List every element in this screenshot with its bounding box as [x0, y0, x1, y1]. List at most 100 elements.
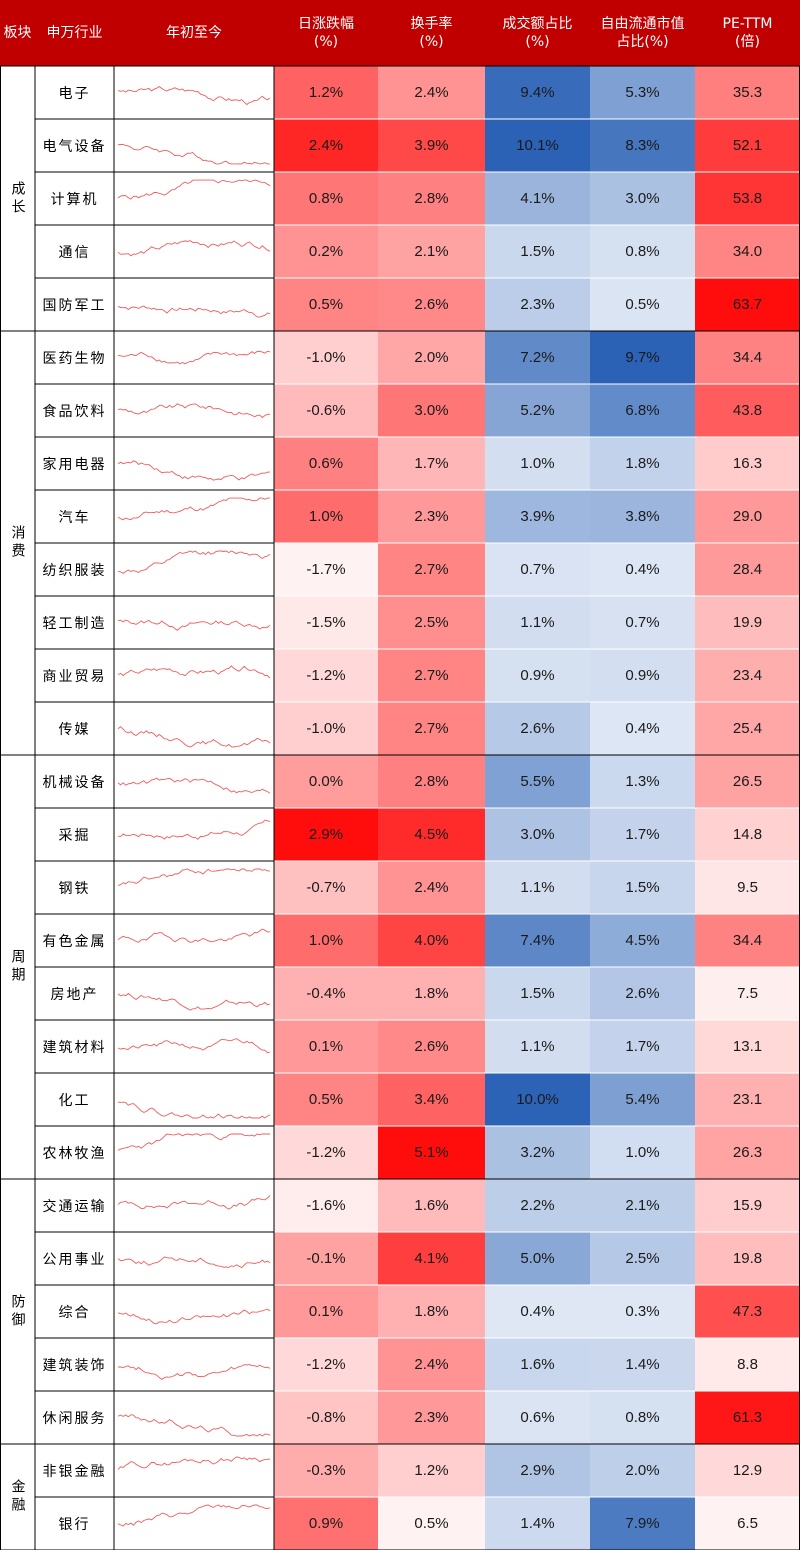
cell-mcap: 5.4%	[590, 1073, 695, 1126]
industry-name: 机械设备	[42, 774, 107, 791]
cell-mcap: 2.1%	[590, 1179, 695, 1232]
ytd-sparkline	[117, 928, 271, 943]
cell-mcap: 1.4%	[590, 1338, 695, 1391]
cell-mcap: 9.7%	[590, 331, 695, 384]
cell-turnover: 2.3%	[378, 1391, 485, 1444]
cell-daily: -1.7%	[274, 543, 378, 596]
cell-pe: 9.5	[695, 861, 800, 914]
cell-daily: 0.5%	[274, 1073, 378, 1126]
cell-amount: 4.1%	[485, 172, 590, 225]
cell-amount: 2.2%	[485, 1179, 590, 1232]
ytd-sparkline	[117, 725, 271, 748]
ytd-sparkline	[117, 550, 271, 574]
ytd-sparkline	[117, 86, 271, 106]
header-turnover: 换手率 (%)	[378, 0, 485, 66]
cell-amount: 5.5%	[485, 755, 590, 808]
ytd-sparkline	[117, 350, 271, 365]
industry-name: 建筑材料	[42, 1039, 107, 1056]
cell-turnover: 4.5%	[378, 808, 485, 861]
industry-name: 农林牧渔	[42, 1145, 107, 1162]
ytd-sparkline	[117, 1133, 270, 1151]
cell-mcap: 0.8%	[590, 225, 695, 278]
ytd-sparkline	[117, 497, 270, 521]
cell-turnover: 2.4%	[378, 1338, 485, 1391]
ytd-sparkline	[117, 665, 271, 679]
cell-turnover: 5.1%	[378, 1126, 485, 1179]
cell-mcap: 4.5%	[590, 914, 695, 967]
cell-amount: 1.6%	[485, 1338, 590, 1391]
cell-amount: 10.1%	[485, 119, 590, 172]
cell-amount: 1.4%	[485, 1497, 590, 1550]
cell-amount: 2.3%	[485, 278, 590, 331]
ytd-sparkline	[117, 868, 271, 886]
ytd-sparkline	[117, 1101, 271, 1119]
ytd-sparkline	[117, 1308, 271, 1325]
cell-daily: 2.4%	[274, 119, 378, 172]
cell-daily: -0.7%	[274, 861, 378, 914]
cell-amount: 3.0%	[485, 808, 590, 861]
cell-pe: 19.9	[695, 596, 800, 649]
cell-turnover: 2.6%	[378, 278, 485, 331]
cell-pe: 26.5	[695, 755, 800, 808]
cell-daily: 0.0%	[274, 755, 378, 808]
cell-pe: 8.8	[695, 1338, 800, 1391]
cell-mcap: 8.3%	[590, 119, 695, 172]
industry-name: 国防军工	[42, 297, 107, 314]
cell-mcap: 0.4%	[590, 543, 695, 596]
industry-name: 休闲服务	[42, 1410, 107, 1427]
cell-turnover: 2.5%	[378, 596, 485, 649]
industry-name: 公用事业	[42, 1251, 107, 1268]
cell-daily: 1.0%	[274, 490, 378, 543]
cell-turnover: 2.4%	[378, 66, 485, 119]
cell-daily: -1.6%	[274, 1179, 378, 1232]
cell-turnover: 1.8%	[378, 967, 485, 1020]
cell-pe: 43.8	[695, 384, 800, 437]
cell-pe: 16.3	[695, 437, 800, 490]
industry-name: 房地产	[50, 986, 99, 1003]
cell-mcap: 0.4%	[590, 702, 695, 755]
cell-pe: 14.8	[695, 808, 800, 861]
cell-pe: 35.3	[695, 66, 800, 119]
cell-amount: 1.1%	[485, 1020, 590, 1073]
cell-daily: 1.0%	[274, 914, 378, 967]
ytd-sparkline	[117, 1456, 271, 1470]
cell-mcap: 1.5%	[590, 861, 695, 914]
ytd-sparkline	[117, 1504, 271, 1527]
cell-mcap: 2.6%	[590, 967, 695, 1020]
cell-mcap: 3.8%	[590, 490, 695, 543]
industry-name: 采掘	[58, 827, 91, 844]
cell-turnover: 2.7%	[378, 702, 485, 755]
cell-daily: -1.0%	[274, 702, 378, 755]
cell-amount: 0.9%	[485, 649, 590, 702]
cell-pe: 34.4	[695, 331, 800, 384]
cell-mcap: 1.8%	[590, 437, 695, 490]
ytd-sparkline	[117, 403, 271, 419]
header-float-mcap-share: 自由流通市值 占比(%)	[590, 0, 695, 66]
cell-mcap: 1.3%	[590, 755, 695, 808]
sector-label: 消费	[9, 525, 26, 561]
cell-mcap: 0.7%	[590, 596, 695, 649]
cell-amount: 0.6%	[485, 1391, 590, 1444]
cell-mcap: 6.8%	[590, 384, 695, 437]
header-daily-change: 日涨跌幅 (%)	[274, 0, 378, 66]
cell-pe: 25.4	[695, 702, 800, 755]
cell-pe: 28.4	[695, 543, 800, 596]
cell-turnover: 2.3%	[378, 490, 485, 543]
cell-daily: 0.6%	[274, 437, 378, 490]
cell-turnover: 2.8%	[378, 172, 485, 225]
cell-turnover: 3.0%	[378, 384, 485, 437]
cell-daily: -1.2%	[274, 649, 378, 702]
cell-amount: 1.0%	[485, 437, 590, 490]
cell-daily: 0.8%	[274, 172, 378, 225]
cell-mcap: 3.0%	[590, 172, 695, 225]
cell-amount: 7.2%	[485, 331, 590, 384]
ytd-sparkline	[117, 179, 271, 200]
cell-amount: 3.9%	[485, 490, 590, 543]
cell-mcap: 0.8%	[590, 1391, 695, 1444]
industry-name: 商业贸易	[42, 668, 107, 685]
ytd-sparkline	[117, 819, 271, 840]
cell-turnover: 3.4%	[378, 1073, 485, 1126]
cell-mcap: 2.0%	[590, 1444, 695, 1497]
